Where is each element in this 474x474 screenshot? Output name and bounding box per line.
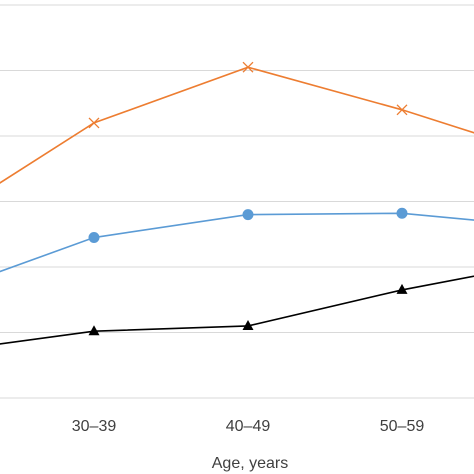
data-point-x-marker <box>396 104 408 116</box>
data-point-triangle <box>396 283 408 294</box>
series-line <box>0 66 474 184</box>
series-line <box>0 212 474 273</box>
x-tick-labels: 30–39 40–49 50–59 <box>72 418 425 435</box>
series-2 <box>0 275 474 345</box>
x-tick-label: 30–39 <box>72 418 117 435</box>
data-point-x-marker <box>242 61 254 73</box>
x-tick-label: 40–49 <box>226 418 271 435</box>
x-tick-label: 50–59 <box>380 418 425 435</box>
data-point-circle <box>242 209 254 221</box>
data-point-circle <box>88 232 100 244</box>
gridlines <box>0 4 474 399</box>
series-line <box>0 275 474 345</box>
series-0 <box>0 61 474 184</box>
series-1 <box>0 207 474 273</box>
data-point-x-marker <box>88 117 100 129</box>
data-point-triangle <box>242 319 254 330</box>
series-layer <box>0 61 474 345</box>
data-point-triangle <box>88 325 100 336</box>
data-point-circle <box>396 207 408 219</box>
x-axis-title: Age, years <box>212 455 288 472</box>
